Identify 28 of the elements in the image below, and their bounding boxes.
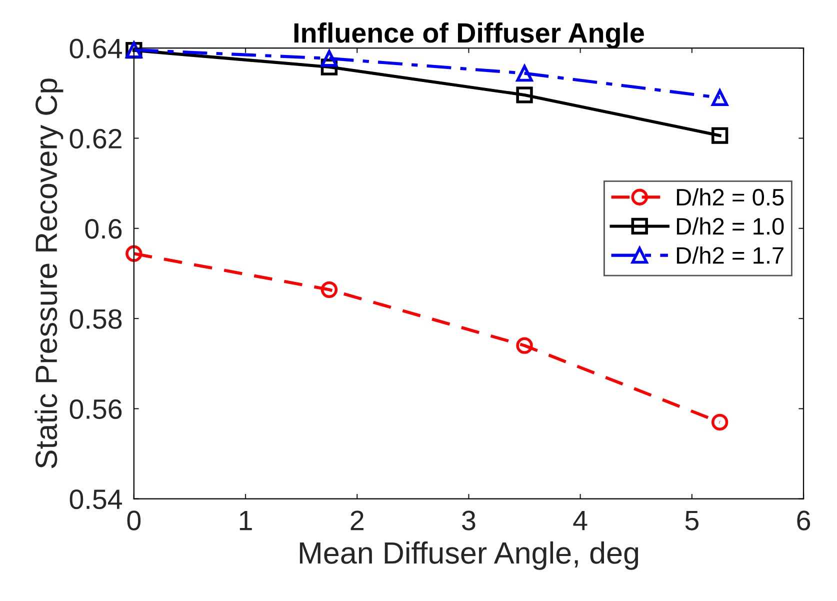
x-tick-label: 1 <box>240 510 252 530</box>
x-tick-label: 6 <box>797 510 810 530</box>
x-tick-label: 3 <box>462 510 476 530</box>
point <box>516 86 533 104</box>
legend-label: D/h2 = 1.0 <box>676 217 784 235</box>
y-tick-label: 0.56 <box>70 399 122 420</box>
x-tick-label: 0 <box>127 510 141 530</box>
y-tick-label: 0.6 <box>85 219 122 239</box>
x-axis-title: Mean Diffuser Angle, deg <box>300 541 638 570</box>
x-tick-label: 4 <box>573 510 588 530</box>
y-tick-label: 0.58 <box>70 309 122 329</box>
x-tick-label: 5 <box>685 510 698 530</box>
y-tick-label: 0.54 <box>70 490 122 510</box>
chart-title: Influence of Diffuser Angle <box>294 22 644 48</box>
y-tick-label: 0.62 <box>70 128 122 149</box>
point <box>711 414 728 431</box>
point <box>711 127 728 144</box>
point <box>320 281 338 298</box>
point <box>320 50 338 67</box>
y-axis-title: Static Pressure Recovery Cp <box>34 78 64 468</box>
point <box>516 64 533 82</box>
x-tick-label: 2 <box>350 510 364 530</box>
point <box>516 337 533 354</box>
point <box>711 89 728 106</box>
legend-label: D/h2 = 1.7 <box>676 246 784 264</box>
y-tick-label: 0.64 <box>70 38 122 58</box>
legend-label: D/h2 = 0.5 <box>676 188 784 206</box>
point <box>126 245 142 262</box>
